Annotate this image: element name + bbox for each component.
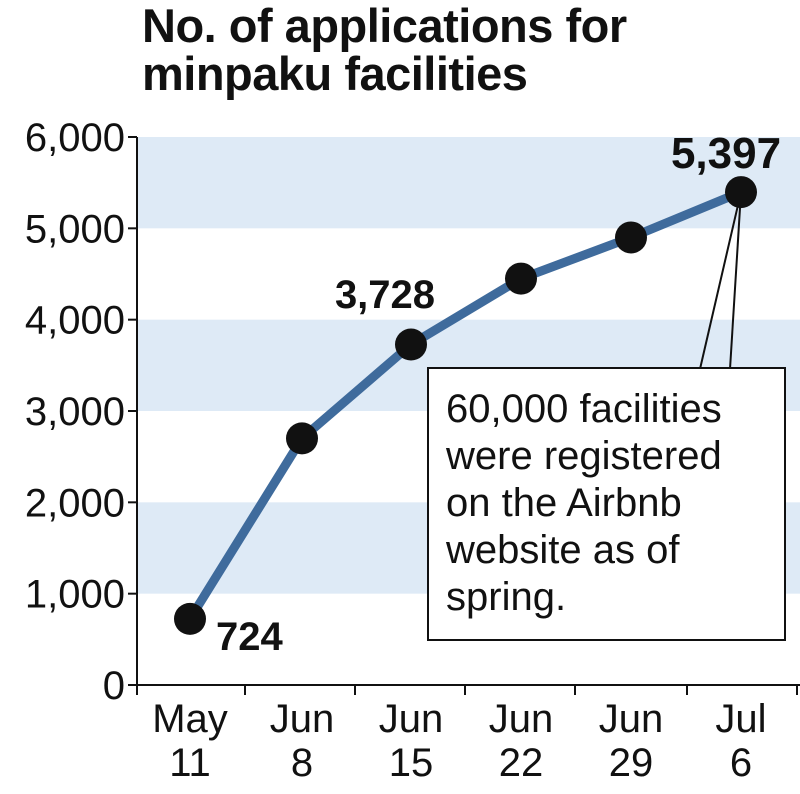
y-tick-label: 5,000 <box>25 207 125 251</box>
y-tick-label: 6,000 <box>25 116 125 160</box>
data-label: 3,728 <box>335 273 435 317</box>
x-tick-label: Jun <box>379 697 444 741</box>
annotation-text: spring. <box>446 575 566 619</box>
y-tick-label: 3,000 <box>25 390 125 434</box>
annotation-text: website as of <box>445 528 680 572</box>
data-point <box>174 602 206 635</box>
x-tick-label: 15 <box>389 741 434 785</box>
callout-leader <box>699 191 742 370</box>
x-tick-label: Jun <box>489 697 554 741</box>
data-label: 724 <box>216 615 283 659</box>
x-tick-label: 11 <box>169 741 211 785</box>
y-tick-label: 0 <box>103 664 125 708</box>
chart-title-line-2: minpaku facilities <box>142 47 528 100</box>
annotation-box <box>427 367 786 641</box>
data-point <box>725 176 757 209</box>
data-point <box>615 221 647 254</box>
x-tick-label: Jul <box>715 697 766 741</box>
series-line <box>186 187 743 622</box>
x-tick-label: 8 <box>291 741 313 785</box>
x-tick-label: 29 <box>609 741 654 785</box>
x-tick-label: 6 <box>730 741 752 785</box>
annotation-text: on the Airbnb <box>446 481 682 525</box>
chart-title-line-1: No. of applications for <box>142 0 627 52</box>
annotation-text: 60,000 facilities <box>446 387 722 431</box>
x-tick-label: Jun <box>599 697 664 741</box>
data-label: 5,397 <box>671 129 781 178</box>
x-tick-label: Jun <box>270 697 335 741</box>
data-point <box>505 262 537 295</box>
data-point <box>286 422 318 455</box>
y-tick-label: 2,000 <box>25 481 125 525</box>
x-tick-label: 22 <box>499 741 544 785</box>
data-point <box>395 328 427 361</box>
x-tick-label: May <box>152 697 228 741</box>
chart-title: No. of applications for minpaku faciliti… <box>142 2 627 98</box>
y-tick-label: 1,000 <box>25 573 125 617</box>
y-tick-label: 4,000 <box>25 299 125 343</box>
annotation-text: were registered <box>445 434 722 478</box>
callout-leader <box>729 192 742 370</box>
